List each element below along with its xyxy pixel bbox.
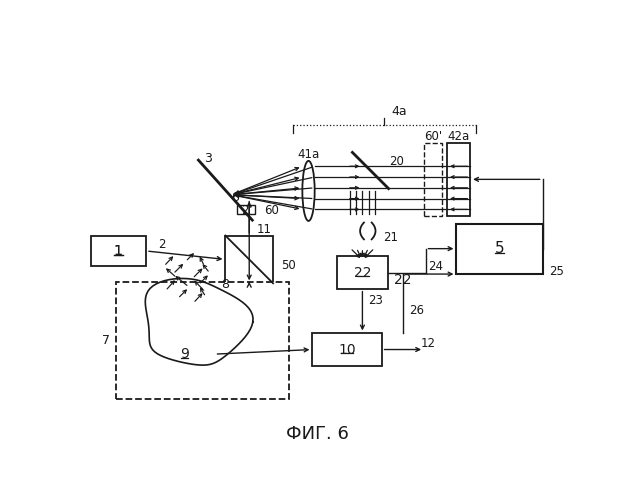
Bar <box>116 282 290 399</box>
Bar <box>225 236 273 284</box>
Text: 21: 21 <box>383 230 399 243</box>
Text: 11: 11 <box>257 223 272 236</box>
Text: 42a: 42a <box>448 130 470 143</box>
Text: 50: 50 <box>281 259 296 272</box>
Text: 8: 8 <box>221 278 229 291</box>
Text: 25: 25 <box>549 265 564 278</box>
Text: 1: 1 <box>114 244 123 258</box>
Text: 10: 10 <box>338 342 356 356</box>
Text: 22: 22 <box>394 273 412 287</box>
Bar <box>424 143 443 216</box>
Text: 6: 6 <box>231 190 239 203</box>
Text: 9: 9 <box>180 347 189 361</box>
Text: 60': 60' <box>424 130 442 143</box>
Bar <box>447 143 470 216</box>
Bar <box>456 224 542 274</box>
Bar <box>154 336 215 372</box>
Text: 20: 20 <box>389 155 404 168</box>
Text: 5: 5 <box>495 241 504 256</box>
Text: ФИГ. 6: ФИГ. 6 <box>286 425 349 443</box>
Bar <box>91 236 146 266</box>
Text: 3: 3 <box>205 152 212 165</box>
Text: 22: 22 <box>353 266 371 280</box>
Text: 2': 2' <box>241 204 252 218</box>
Ellipse shape <box>303 161 315 221</box>
Text: 41a: 41a <box>298 148 320 161</box>
Text: 2: 2 <box>157 238 165 252</box>
Bar <box>237 205 255 214</box>
Text: 7: 7 <box>102 334 110 347</box>
Text: 4a: 4a <box>392 105 407 118</box>
Text: 60: 60 <box>264 204 279 216</box>
Bar <box>337 256 388 288</box>
Text: 12: 12 <box>420 337 435 350</box>
Bar <box>312 334 382 366</box>
Text: 23: 23 <box>368 294 383 306</box>
Text: 24: 24 <box>428 260 443 273</box>
Text: 26: 26 <box>409 304 424 317</box>
Text: 1: 1 <box>114 244 123 258</box>
